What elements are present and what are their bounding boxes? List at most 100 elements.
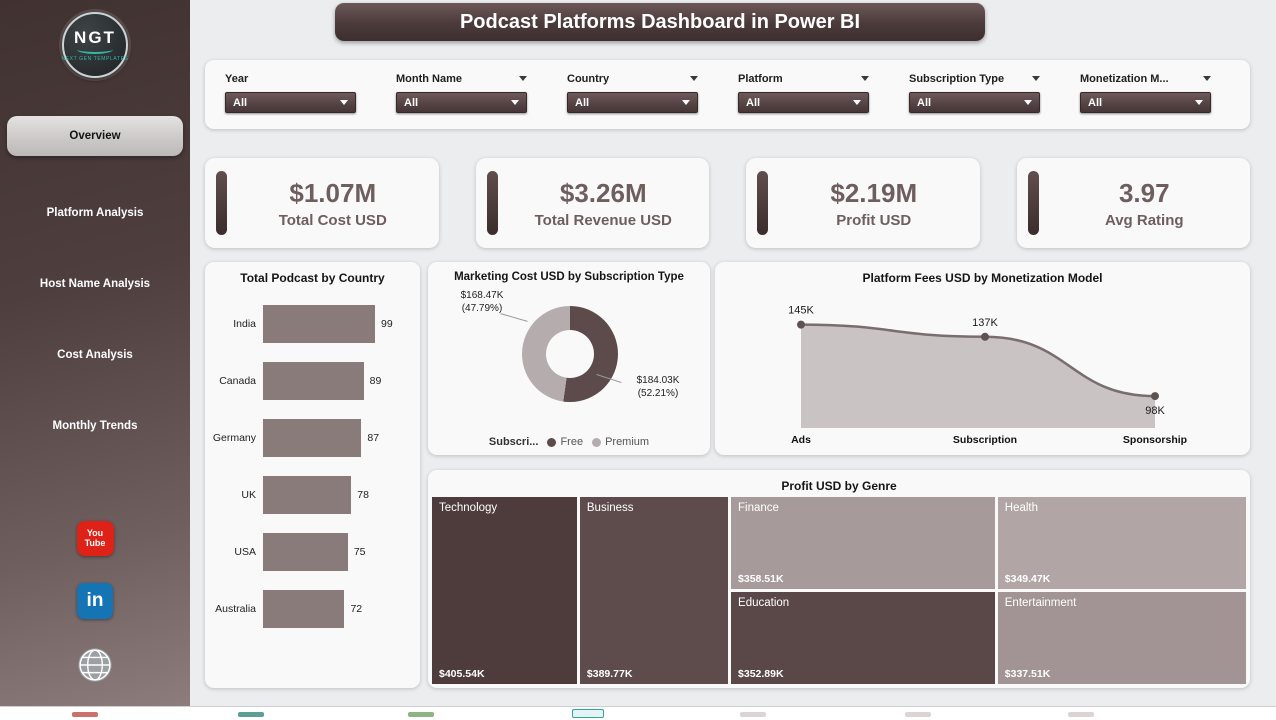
bar-row-uk: UK78 bbox=[205, 466, 420, 523]
social-links: You Tube in bbox=[0, 521, 190, 684]
logo-swoosh-icon bbox=[77, 45, 113, 54]
category-label: USA bbox=[209, 546, 263, 558]
sidebar-item-platform-analysis[interactable]: Platform Analysis bbox=[7, 199, 183, 227]
axis-label-ads: Ads bbox=[791, 434, 811, 446]
dropdown-value: All bbox=[917, 97, 931, 109]
slicer-label: Year bbox=[225, 73, 248, 85]
bar-uk[interactable] bbox=[263, 476, 351, 514]
chevron-down-icon[interactable] bbox=[690, 76, 698, 81]
treemap-value: $337.51K bbox=[1005, 668, 1051, 680]
area-data-point-subscription[interactable] bbox=[981, 333, 989, 341]
website-globe-icon[interactable] bbox=[76, 646, 114, 684]
area-x-axis: Ads Subscription Sponsorship bbox=[723, 434, 1250, 448]
bar-row-usa: USA 75 bbox=[205, 523, 420, 580]
treemap-tile-technology[interactable]: Technology$405.54K bbox=[432, 497, 577, 684]
treemap-tile-entertainment[interactable]: Entertainment $337.51K bbox=[998, 592, 1246, 684]
chevron-down-icon bbox=[1024, 100, 1032, 105]
treemap-value: $349.47K bbox=[1005, 573, 1051, 585]
kpi-accent-bar bbox=[487, 171, 498, 235]
main-content: Podcast Platforms Dashboard in Power BI … bbox=[190, 0, 1276, 706]
slicer-dropdown-country[interactable]: All bbox=[567, 92, 698, 113]
treemap-label: Education bbox=[738, 597, 988, 609]
treemap-tile-health[interactable]: Health $349.47K bbox=[998, 497, 1246, 589]
bar-row-canada: Canada89 bbox=[205, 352, 420, 409]
area-chart[interactable]: 145K137K98K bbox=[723, 290, 1242, 430]
bar-australia[interactable] bbox=[263, 590, 344, 628]
treemap-label: Business bbox=[587, 502, 721, 514]
chevron-down-icon[interactable] bbox=[519, 76, 527, 81]
legend-item-free[interactable]: Free bbox=[547, 436, 583, 448]
page-tab-marker bbox=[238, 712, 264, 717]
slicer-dropdown-year[interactable]: All bbox=[225, 92, 356, 113]
sidebar-item-host-name-analysis[interactable]: Host Name Analysis bbox=[7, 270, 183, 298]
ngt-logo: NGT NEXT GEN TEMPLATES bbox=[0, 0, 190, 78]
slicer-label: Platform bbox=[738, 73, 783, 85]
filter-bar: Year All Month Name All Country All Platform Al… bbox=[205, 60, 1250, 129]
bar-row-australia: Australia72 bbox=[205, 580, 420, 637]
chevron-down-icon[interactable] bbox=[861, 76, 869, 81]
treemap-tile-business[interactable]: Business $389.77K bbox=[580, 497, 728, 684]
treemap-value: $352.89K bbox=[738, 668, 784, 680]
kpi-accent-bar bbox=[1028, 171, 1039, 235]
area-data-point-sponsorship[interactable] bbox=[1151, 392, 1159, 400]
slicer-dropdown-monetization-m[interactable]: All bbox=[1080, 92, 1211, 113]
kpi-accent-bar bbox=[216, 171, 227, 235]
slicer-dropdown-month-name[interactable]: All bbox=[396, 92, 527, 113]
chevron-down-icon[interactable] bbox=[1203, 76, 1211, 81]
kpi-value: $3.26M bbox=[498, 178, 710, 209]
bar-germany[interactable] bbox=[263, 419, 361, 457]
page-tab-marker bbox=[72, 712, 98, 717]
sidebar-item-monthly-trends[interactable]: Monthly Trends bbox=[7, 412, 183, 440]
dropdown-value: All bbox=[404, 97, 418, 109]
value-label: 78 bbox=[357, 489, 369, 501]
linkedin-icon[interactable]: in bbox=[77, 583, 113, 619]
slicer-label: Subscription Type bbox=[909, 73, 1004, 85]
treemap-label: Health bbox=[1005, 502, 1239, 514]
axis-label-sponsorship: Sponsorship bbox=[1123, 434, 1187, 446]
value-label: 87 bbox=[367, 432, 379, 444]
slicer-label: Month Name bbox=[396, 73, 462, 85]
axis-label-subscription: Subscription bbox=[953, 434, 1017, 446]
area-chart-title: Platform Fees USD by Monetization Model bbox=[715, 262, 1250, 285]
chevron-down-icon bbox=[1195, 100, 1203, 105]
kpi-label: Profit USD bbox=[768, 212, 980, 229]
slicer-year: Year All bbox=[225, 71, 356, 129]
value-label: 89 bbox=[370, 375, 382, 387]
treemap-value: $389.77K bbox=[587, 668, 633, 680]
bar-india[interactable] bbox=[263, 305, 375, 343]
treemap-card: Profit USD by Genre Technology$405.54KBu… bbox=[428, 470, 1250, 688]
legend-item-premium[interactable]: Premium bbox=[592, 436, 649, 448]
chevron-down-icon[interactable] bbox=[1032, 76, 1040, 81]
treemap-label: Entertainment bbox=[1005, 597, 1239, 609]
value-label: 75 bbox=[354, 546, 366, 558]
donut-chart-card: Marketing Cost USD by Subscription Type … bbox=[428, 262, 710, 455]
chevron-down-icon bbox=[853, 100, 861, 105]
sidebar-item-cost-analysis[interactable]: Cost Analysis bbox=[7, 341, 183, 369]
legend-dot bbox=[592, 438, 601, 447]
kpi-label: Avg Rating bbox=[1039, 212, 1251, 229]
kpi-value: $1.07M bbox=[227, 178, 439, 209]
treemap-value: $358.51K bbox=[738, 573, 784, 585]
area-data-point-ads[interactable] bbox=[797, 321, 805, 329]
slicer-platform: Platform All bbox=[738, 71, 869, 129]
treemap-title: Profit USD by Genre bbox=[428, 470, 1250, 493]
kpi-card-total-cost-usd: $1.07MTotal Cost USD bbox=[205, 158, 439, 248]
treemap-tile-education[interactable]: Education $352.89K bbox=[731, 592, 995, 684]
sidebar-item-overview[interactable]: Overview bbox=[7, 116, 183, 156]
slicer-dropdown-platform[interactable]: All bbox=[738, 92, 869, 113]
donut-chart[interactable] bbox=[522, 306, 618, 402]
youtube-icon[interactable]: You Tube bbox=[77, 521, 114, 556]
slicer-label: Monetization M... bbox=[1080, 73, 1169, 85]
slicer-label: Country bbox=[567, 73, 609, 85]
bar-chart-card: Total Podcast by Country India99Canada89… bbox=[205, 262, 420, 688]
bar-usa[interactable] bbox=[263, 533, 348, 571]
slicer-dropdown-subscription-type[interactable]: All bbox=[909, 92, 1040, 113]
bar-row-india: India99 bbox=[205, 295, 420, 352]
area-data-label: 145K bbox=[788, 305, 814, 317]
slicer-subscription-type: Subscription Type All bbox=[909, 71, 1040, 129]
treemap-tile-finance[interactable]: Finance$358.51K bbox=[731, 497, 995, 589]
category-label: India bbox=[209, 318, 263, 330]
ngt-logo-circle: NGT NEXT GEN TEMPLATES bbox=[62, 12, 128, 78]
bar-canada[interactable] bbox=[263, 362, 364, 400]
page-tab-marker-active bbox=[572, 709, 604, 718]
